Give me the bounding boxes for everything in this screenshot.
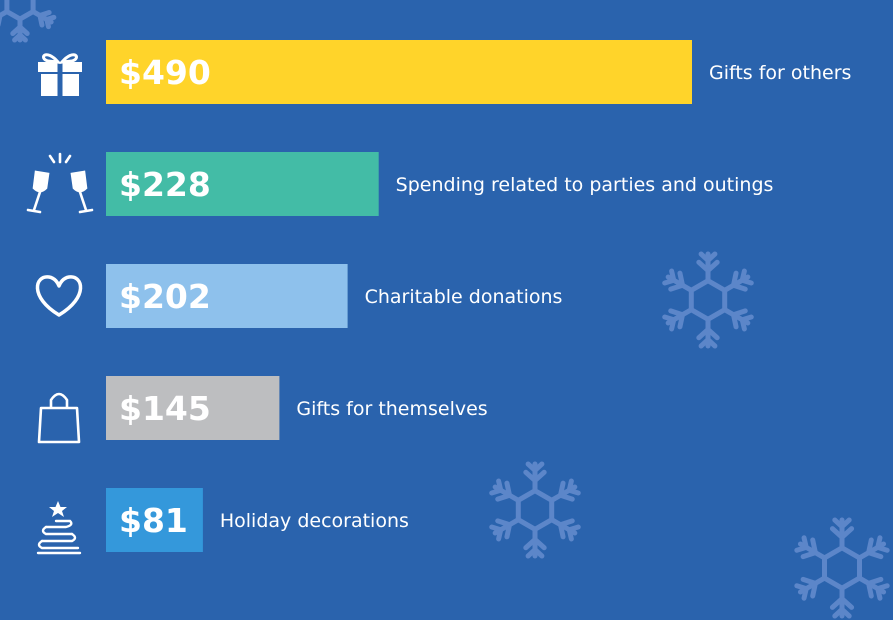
bar (106, 488, 203, 552)
category-label: Gifts for themselves (296, 398, 487, 420)
bar-row: $81 Holiday decorations (106, 488, 409, 552)
bar-value-label: $490 (119, 53, 211, 92)
category-icons (26, 53, 94, 555)
snowflake-icon (489, 461, 581, 559)
category-label: Charitable donations (365, 286, 563, 308)
category-label: Holiday decorations (220, 510, 409, 532)
bar-row: $145 Gifts for themselves (106, 376, 488, 440)
bar (106, 264, 348, 328)
gift-icon (38, 53, 82, 96)
bars-group: $490 Gifts for others $228 Spending related… (106, 40, 851, 552)
shopping-bag-icon (37, 392, 81, 444)
category-label: Spending related to parties and outings (396, 174, 774, 196)
wine-glasses-icon (26, 152, 94, 214)
bar-row: $202 Charitable donations (106, 264, 562, 328)
christmas-tree-icon (36, 501, 82, 555)
bar-value-label: $228 (119, 165, 211, 204)
bar (106, 40, 692, 104)
bar-row: $228 Spending related to parties and outi… (106, 152, 773, 216)
bar (106, 152, 379, 216)
snowflake-icon (794, 517, 890, 619)
bar-value-label: $145 (119, 389, 211, 428)
bar-row: $490 Gifts for others (106, 40, 851, 104)
snowflake-icon (0, 0, 57, 43)
heart-icon (35, 275, 83, 317)
bar-value-label: $81 (119, 501, 188, 540)
snowflake-icon (662, 251, 754, 349)
bar-value-label: $202 (119, 277, 211, 316)
bar (106, 376, 280, 440)
category-label: Gifts for others (709, 62, 851, 84)
